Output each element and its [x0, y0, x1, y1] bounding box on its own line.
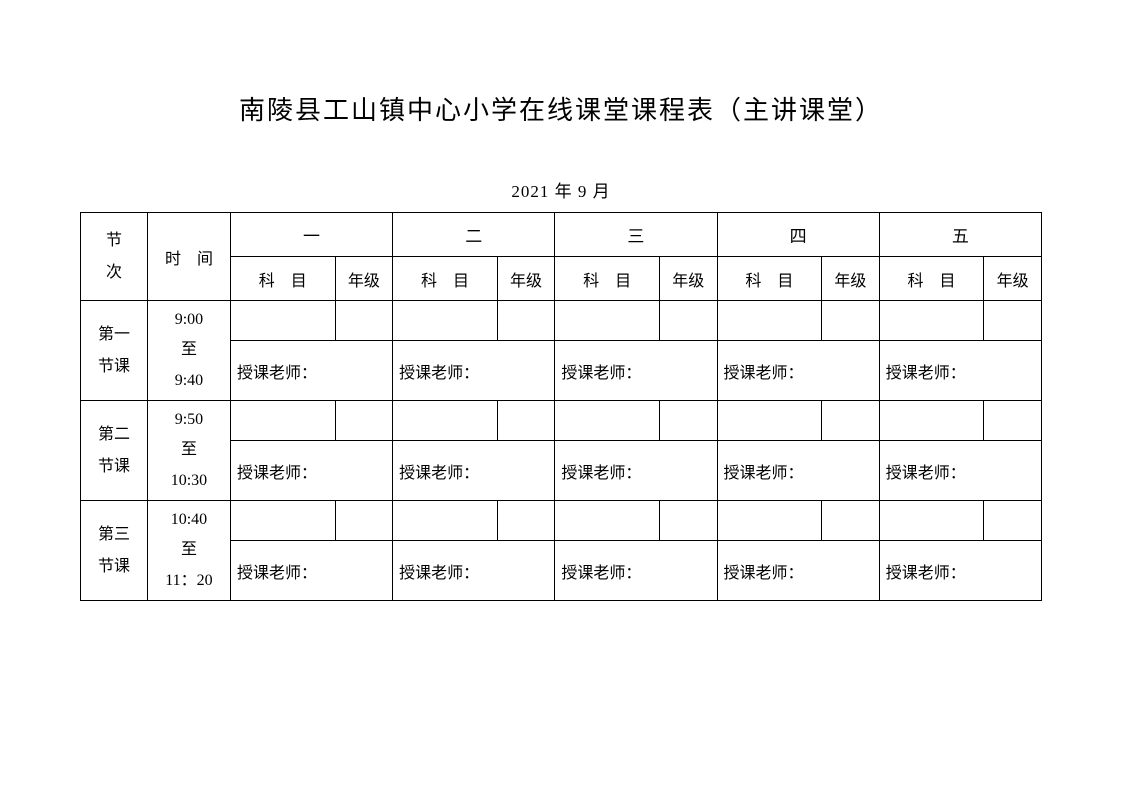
- cell-p3-d2-subject: [393, 501, 498, 541]
- cell-p1-d3-subject: [555, 301, 660, 341]
- header-day-2: 二: [393, 213, 555, 257]
- cell-p3-d2-grade: [497, 501, 555, 541]
- cell-p2-d2-grade: [497, 401, 555, 441]
- cell-p1-d2-teacher: 授课老师：: [393, 341, 555, 401]
- header-grade-4: 年级: [822, 257, 880, 301]
- page-title: 南陵县工山镇中心小学在线课堂课程表（主讲课堂）: [80, 90, 1042, 127]
- cell-p2-d3-subject: [555, 401, 660, 441]
- cell-p3-d2-teacher: 授课老师：: [393, 541, 555, 601]
- cell-p2-d4-grade: [822, 401, 880, 441]
- cell-p2-d4-teacher: 授课老师：: [717, 441, 879, 501]
- period-3-time: 10:40至11：20: [147, 501, 230, 601]
- period-1-time: 9:00至9:40: [147, 301, 230, 401]
- cell-p2-d4-subject: [717, 401, 822, 441]
- header-subject-4: 科目: [717, 257, 822, 301]
- cell-p2-d5-teacher: 授课老师：: [879, 441, 1041, 501]
- cell-p3-d1-teacher: 授课老师：: [230, 541, 392, 601]
- header-day-4: 四: [717, 213, 879, 257]
- cell-p2-d2-teacher: 授课老师：: [393, 441, 555, 501]
- period-3-row-top: 第三节课 10:40至11：20: [81, 501, 1042, 541]
- cell-p1-d1-subject: [230, 301, 335, 341]
- period-3-label: 第三节课: [81, 501, 148, 601]
- header-subject-1: 科目: [230, 257, 335, 301]
- header-time: 时间: [147, 213, 230, 301]
- header-grade-3: 年级: [659, 257, 717, 301]
- cell-p3-d5-grade: [984, 501, 1042, 541]
- cell-p2-d1-teacher: 授课老师：: [230, 441, 392, 501]
- cell-p1-d5-subject: [879, 301, 984, 341]
- cell-p1-d3-teacher: 授课老师：: [555, 341, 717, 401]
- cell-p1-d2-grade: [497, 301, 555, 341]
- header-grade-2: 年级: [497, 257, 555, 301]
- cell-p1-d4-teacher: 授课老师：: [717, 341, 879, 401]
- header-grade-5: 年级: [984, 257, 1042, 301]
- cell-p3-d3-teacher: 授课老师：: [555, 541, 717, 601]
- header-day-5: 五: [879, 213, 1041, 257]
- header-day-1: 一: [230, 213, 392, 257]
- cell-p2-d2-subject: [393, 401, 498, 441]
- cell-p1-d4-subject: [717, 301, 822, 341]
- cell-p2-d5-subject: [879, 401, 984, 441]
- cell-p3-d3-grade: [659, 501, 717, 541]
- header-period: 节次: [81, 213, 148, 301]
- period-2-time: 9:50至10:30: [147, 401, 230, 501]
- cell-p2-d1-grade: [335, 401, 393, 441]
- cell-p3-d1-grade: [335, 501, 393, 541]
- cell-p1-d5-teacher: 授课老师：: [879, 341, 1041, 401]
- cell-p3-d4-teacher: 授课老师：: [717, 541, 879, 601]
- schedule-table: 节次 时间 一 二 三 四 五 科目 年级 科目 年级 科目 年级 科目 年级 …: [80, 212, 1042, 601]
- date-label: 2021 年 9 月: [80, 177, 1042, 202]
- header-subject-5: 科目: [879, 257, 984, 301]
- cell-p1-d1-grade: [335, 301, 393, 341]
- cell-p3-d5-subject: [879, 501, 984, 541]
- period-1-row-top: 第一节课 9:00至9:40: [81, 301, 1042, 341]
- period-2-label: 第二节课: [81, 401, 148, 501]
- header-day-3: 三: [555, 213, 717, 257]
- period-1-label: 第一节课: [81, 301, 148, 401]
- cell-p2-d5-grade: [984, 401, 1042, 441]
- cell-p1-d1-teacher: 授课老师：: [230, 341, 392, 401]
- header-subject-3: 科目: [555, 257, 660, 301]
- period-2-row-top: 第二节课 9:50至10:30: [81, 401, 1042, 441]
- cell-p2-d1-subject: [230, 401, 335, 441]
- cell-p1-d2-subject: [393, 301, 498, 341]
- header-grade-1: 年级: [335, 257, 393, 301]
- cell-p2-d3-grade: [659, 401, 717, 441]
- cell-p3-d3-subject: [555, 501, 660, 541]
- cell-p3-d4-grade: [822, 501, 880, 541]
- cell-p3-d4-subject: [717, 501, 822, 541]
- cell-p1-d4-grade: [822, 301, 880, 341]
- header-row-days: 节次 时间 一 二 三 四 五: [81, 213, 1042, 257]
- cell-p3-d1-subject: [230, 501, 335, 541]
- cell-p2-d3-teacher: 授课老师：: [555, 441, 717, 501]
- cell-p1-d3-grade: [659, 301, 717, 341]
- header-subject-2: 科目: [393, 257, 498, 301]
- cell-p1-d5-grade: [984, 301, 1042, 341]
- cell-p3-d5-teacher: 授课老师：: [879, 541, 1041, 601]
